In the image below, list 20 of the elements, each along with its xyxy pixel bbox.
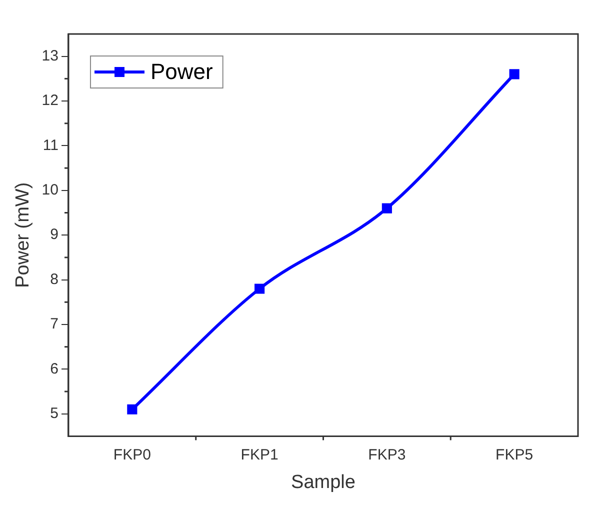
y-tick-label: 7 (50, 316, 58, 333)
x-tick-label: FKP3 (368, 446, 406, 464)
x-axis-title: Sample (291, 472, 356, 493)
point (509, 69, 520, 80)
y-tick-label: 13 (42, 47, 58, 64)
point (382, 203, 392, 214)
x-tick-label: FKP1 (240, 446, 278, 464)
x-tick-label: FKP0 (113, 446, 151, 464)
y-tick-label: 11 (42, 136, 58, 154)
x-tick-label: FKP5 (496, 446, 534, 464)
y-tick-label: 5 (50, 404, 58, 422)
y-tick-label: 8 (50, 270, 58, 288)
y-tick-label: 9 (50, 226, 58, 244)
y-axis-title: Power (mW) (12, 182, 34, 288)
y-tick-label: 10 (42, 182, 58, 199)
point (254, 284, 265, 294)
point (127, 404, 138, 414)
legend-label: Power (150, 59, 213, 84)
y-tick-label: 12 (42, 92, 58, 110)
y-tick-label: 6 (50, 360, 58, 378)
